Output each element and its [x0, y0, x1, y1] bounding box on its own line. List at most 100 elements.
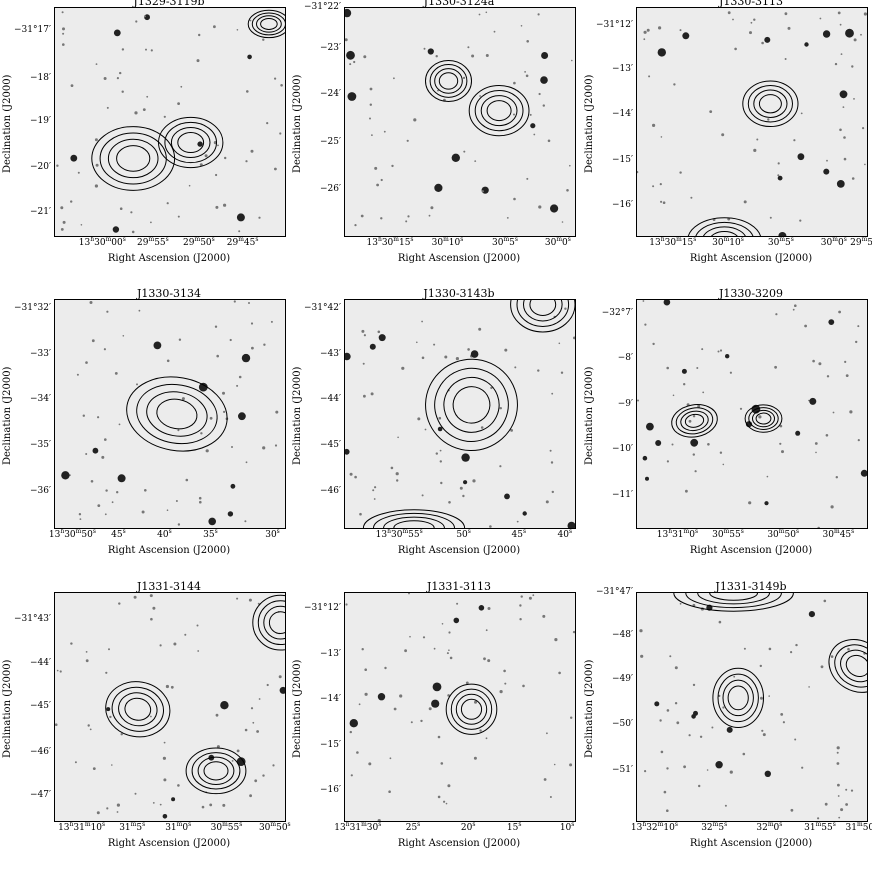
y-tick-label: −16′	[319, 785, 341, 796]
radio-contour	[695, 221, 754, 236]
panel-title: J1331-3149b	[715, 580, 787, 593]
star-source	[537, 13, 540, 16]
star-source	[358, 703, 361, 706]
star-source	[784, 58, 787, 60]
star-source	[830, 505, 834, 509]
star-source	[820, 665, 824, 669]
star-source	[104, 438, 107, 441]
star-source	[256, 730, 259, 733]
star-source	[857, 325, 860, 328]
star-source	[136, 383, 138, 386]
star-source	[131, 230, 135, 234]
star-source	[711, 726, 714, 729]
radio-contour	[91, 126, 176, 191]
star-source	[142, 108, 146, 111]
star-source	[709, 110, 713, 113]
star-source	[117, 474, 126, 483]
star-source	[198, 33, 201, 37]
star-source	[828, 319, 835, 325]
star-source	[121, 90, 124, 93]
star-source	[270, 320, 273, 323]
star-source	[666, 460, 669, 463]
x-tick-label: 31m55s	[804, 821, 836, 834]
radio-contour	[748, 407, 779, 430]
star-source	[662, 201, 666, 204]
star-source	[455, 357, 459, 361]
star-source	[185, 478, 189, 482]
star-source	[249, 19, 252, 22]
star-source	[432, 682, 442, 692]
star-source	[499, 690, 503, 694]
star-source	[768, 647, 772, 651]
star-source	[465, 681, 469, 685]
star-source	[729, 770, 733, 774]
star-source	[814, 442, 818, 445]
panel-title: J1330-3113	[718, 0, 784, 8]
star-source	[216, 354, 219, 358]
star-source	[216, 745, 220, 749]
star-source	[258, 216, 261, 219]
star-source	[447, 694, 450, 697]
star-source	[681, 368, 687, 374]
star-source	[660, 136, 663, 138]
star-source	[422, 636, 426, 639]
star-source	[513, 113, 515, 116]
star-source	[133, 595, 137, 599]
star-source	[516, 520, 519, 523]
sky-image	[54, 299, 286, 529]
star-source	[166, 202, 169, 205]
star-source	[204, 154, 208, 158]
star-source	[767, 118, 770, 121]
star-source	[165, 684, 169, 689]
star-source	[797, 153, 805, 161]
star-source	[826, 375, 830, 378]
star-source	[62, 32, 65, 35]
star-source	[152, 606, 156, 610]
star-source	[526, 40, 529, 43]
star-source	[719, 349, 723, 352]
star-source	[696, 367, 699, 369]
star-source	[361, 329, 365, 333]
y-tick-label: −31°47′	[596, 587, 633, 597]
x-tick-label: 30m50s	[258, 821, 291, 834]
radio-contour	[116, 145, 151, 172]
star-source	[533, 133, 536, 136]
star-source	[520, 595, 523, 598]
star-source	[461, 453, 470, 462]
star-source	[224, 156, 227, 160]
star-source	[150, 715, 152, 718]
star-source	[839, 128, 842, 132]
star-source	[241, 353, 251, 363]
star-source	[79, 518, 82, 520]
star-source	[538, 205, 542, 209]
star-source	[676, 721, 680, 725]
star-source	[249, 794, 253, 798]
star-source	[371, 134, 373, 136]
star-source	[82, 414, 85, 417]
star-source	[97, 416, 100, 419]
star-source	[349, 472, 353, 476]
star-source	[504, 348, 508, 352]
star-source	[487, 607, 491, 610]
star-source	[674, 702, 678, 705]
star-source	[485, 629, 488, 632]
star-source	[733, 675, 736, 678]
star-source	[122, 335, 125, 337]
star-source	[685, 489, 688, 493]
star-source	[374, 166, 378, 170]
star-source	[851, 65, 854, 68]
x-tick-label: 13h31m30s	[334, 821, 382, 834]
star-source	[141, 510, 145, 514]
star-source	[437, 735, 441, 739]
star-source	[121, 48, 125, 51]
star-source	[363, 334, 366, 337]
star-source	[683, 765, 686, 769]
star-source	[254, 779, 258, 783]
star-source	[853, 98, 855, 100]
star-source	[198, 496, 202, 500]
y-axis-label: Declination (J2000)	[2, 659, 13, 758]
star-source	[421, 320, 423, 323]
star-source	[674, 666, 678, 670]
image-panel: J1330-3124a −31°22′ −23′ −24′ −25′ −26′ 13h30m…	[290, 0, 580, 285]
star-source	[262, 446, 266, 450]
